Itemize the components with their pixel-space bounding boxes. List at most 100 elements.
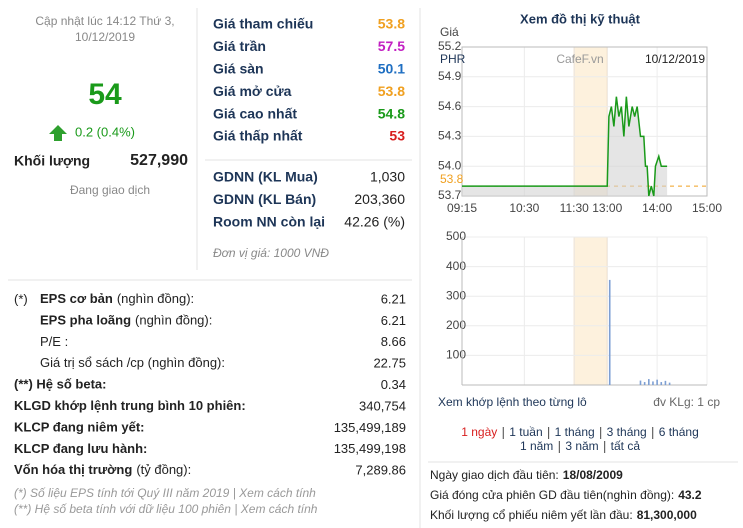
source: CafeF.vn bbox=[556, 52, 603, 66]
label-note: (nghìn đồng): bbox=[117, 291, 194, 306]
listing-label: Khối lượng cổ phiếu niêm yết lần đầu: bbox=[430, 508, 633, 522]
price-value: 53.8 bbox=[378, 16, 405, 32]
price-label: Giá trần bbox=[213, 38, 266, 54]
fund-value: 135,499,189 bbox=[334, 420, 406, 435]
unit-note: Đơn vị giá: 1000 VNĐ bbox=[213, 246, 329, 260]
label-note: P/E : bbox=[40, 334, 68, 349]
y-tick-label: 300 bbox=[446, 288, 466, 302]
fund-value: 6.21 bbox=[381, 291, 406, 306]
x-tick-label: 09:15 bbox=[447, 201, 477, 215]
listing-value: 81,300,000 bbox=[637, 508, 697, 522]
price-area bbox=[462, 96, 668, 196]
footnote: (*) Số liệu EPS tính tới Quý III năm 201… bbox=[14, 486, 316, 500]
footnote: (**) Hệ số beta tính với dữ liệu 100 phi… bbox=[14, 502, 318, 516]
period-link[interactable]: 6 tháng bbox=[659, 425, 699, 439]
listing-value: 18/08/2009 bbox=[563, 468, 623, 482]
period-link[interactable]: 3 năm bbox=[565, 439, 598, 453]
fund-value: 8.66 bbox=[381, 334, 406, 349]
trades-link[interactable]: Xem khớp lệnh theo từng lô bbox=[438, 395, 587, 409]
foreign-value: 42.26 (%) bbox=[344, 214, 405, 230]
y-tick-label: 100 bbox=[446, 348, 466, 362]
y-axis-label: Giá bbox=[440, 25, 459, 39]
y-tick-label: 400 bbox=[446, 259, 466, 273]
foreign-label: GDNN (KL Mua) bbox=[213, 169, 318, 185]
listing-row: Giá đóng cửa phiên GD đầu tiên(nghìn đồn… bbox=[430, 488, 702, 502]
session-break bbox=[573, 236, 608, 386]
y-tick-label: 54.6 bbox=[438, 99, 462, 113]
fund-label: EPS pha loãng (nghìn đồng): bbox=[40, 313, 212, 328]
fund-label: P/E : bbox=[40, 334, 68, 349]
price-value: 53.8 bbox=[378, 83, 405, 99]
trading-status: Đang giao dịch bbox=[70, 183, 150, 197]
price-line bbox=[462, 96, 668, 197]
fund-value: 6.21 bbox=[381, 313, 406, 328]
label-bold: KLGD khớp lệnh trung bình 10 phiên: bbox=[14, 398, 246, 413]
y-tick-label: 54.3 bbox=[438, 129, 462, 143]
y-tick-label: 500 bbox=[446, 229, 466, 243]
label-bold: EPS cơ bản bbox=[40, 291, 113, 306]
period-link[interactable]: 1 năm bbox=[520, 439, 553, 453]
fund-value: 340,754 bbox=[359, 398, 406, 413]
price-label: Giá tham chiếu bbox=[213, 16, 313, 32]
label-bold: KLCP đang lưu hành: bbox=[14, 441, 147, 456]
fund-label: Vốn hóa thị trường (tỷ đồng): bbox=[14, 463, 191, 478]
y-tick-label: 54.0 bbox=[438, 158, 462, 172]
label-note: (nghìn đồng): bbox=[135, 313, 212, 328]
symbol: PHR bbox=[440, 52, 466, 66]
period-link[interactable]: 1 tháng bbox=[555, 425, 595, 439]
foreign-value: 1,030 bbox=[370, 169, 405, 185]
fund-value: 7,289.86 bbox=[355, 463, 406, 478]
price-value: 57.5 bbox=[378, 38, 405, 54]
fund-label: KLGD khớp lệnh trung bình 10 phiên: bbox=[14, 398, 246, 413]
foreign-label: GDNN (KL Bán) bbox=[213, 191, 316, 207]
fund-value: 0.34 bbox=[381, 377, 406, 392]
chart-link: Xem đồ thị kỹ thuật bbox=[520, 11, 641, 26]
price-label: Giá mở cửa bbox=[213, 83, 292, 99]
label-note: Giá trị sổ sách /cp (nghìn đồng): bbox=[40, 356, 225, 371]
volume-bar bbox=[668, 382, 671, 385]
volume-label: Khối lượng bbox=[14, 153, 90, 169]
period-link[interactable]: 1 tuần bbox=[509, 425, 542, 439]
volume-bar bbox=[648, 379, 650, 385]
listing-label: Ngày giao dịch đầu tiên: bbox=[430, 468, 559, 482]
session-break bbox=[573, 46, 608, 197]
price-label: Giá cao nhất bbox=[213, 105, 297, 121]
price-label: Giá thấp nhất bbox=[213, 128, 303, 144]
foreign-value: 203,360 bbox=[354, 191, 405, 207]
price-change: 0.2 (0.4%) bbox=[75, 124, 135, 139]
fund-label: (**) Hệ số beta: bbox=[14, 377, 106, 392]
fund-label: Giá trị sổ sách /cp (nghìn đồng): bbox=[40, 356, 225, 371]
price-value: 54.8 bbox=[378, 105, 405, 121]
price-value: 53 bbox=[389, 128, 405, 144]
fund-label: EPS cơ bản (nghìn đồng): bbox=[40, 291, 194, 306]
x-tick-label: 10:30 bbox=[509, 201, 539, 215]
fund-value: 22.75 bbox=[373, 356, 406, 371]
chart-date: 10/12/2019 bbox=[645, 52, 705, 66]
volume-bar bbox=[656, 379, 658, 385]
price-value: 50.1 bbox=[378, 61, 405, 77]
period-link[interactable]: 3 tháng bbox=[607, 425, 647, 439]
label-bold: (**) Hệ số beta: bbox=[14, 377, 106, 392]
volume-bar bbox=[639, 380, 642, 385]
label-note: (tỷ đồng): bbox=[136, 463, 191, 478]
x-tick-label: 11:30 bbox=[560, 201, 589, 215]
x-tick-label: 13:00 bbox=[592, 201, 622, 215]
listing-label: Giá đóng cửa phiên GD đầu tiên(nghìn đồn… bbox=[430, 488, 674, 502]
volume-bar bbox=[652, 381, 654, 385]
fund-label: KLCP đang niêm yết: bbox=[14, 420, 145, 435]
reference-label: 53.8 bbox=[440, 172, 464, 186]
y-tick-label: 55.2 bbox=[438, 39, 462, 53]
y-tick-label: 200 bbox=[446, 318, 466, 332]
volume-bar bbox=[660, 382, 663, 385]
x-tick-label: 14:00 bbox=[642, 201, 672, 215]
row-marker: (*) bbox=[14, 291, 28, 306]
up-arrow bbox=[49, 125, 67, 141]
volume-bar bbox=[664, 380, 667, 385]
y-tick-label: 53.7 bbox=[438, 188, 462, 202]
label-bold: EPS pha loãng bbox=[40, 313, 131, 328]
unit-label: đv KLg: 1 cp bbox=[653, 395, 720, 409]
label-bold: Vốn hóa thị trường bbox=[14, 463, 132, 478]
period-link[interactable]: 1 ngày bbox=[461, 425, 497, 439]
period-link[interactable]: tất cả bbox=[611, 439, 641, 453]
